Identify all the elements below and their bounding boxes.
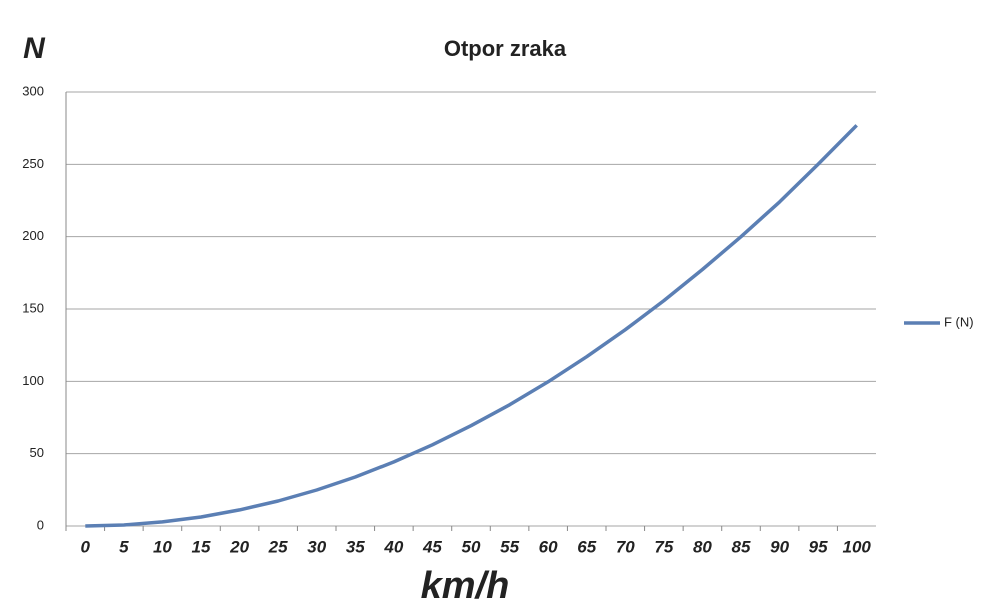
x-tick-label: 30 xyxy=(307,537,326,556)
x-tick-label: 65 xyxy=(577,537,596,556)
y-tick-label: 200 xyxy=(22,228,44,243)
y-tick-label: 250 xyxy=(22,156,44,171)
x-tick-label: 90 xyxy=(770,537,789,556)
x-axis-label: km/h xyxy=(421,565,510,607)
x-tick-label: 5 xyxy=(119,537,129,556)
x-tick-label: 95 xyxy=(809,537,828,556)
x-tick-label: 50 xyxy=(462,537,481,556)
x-tick-label: 60 xyxy=(539,537,558,556)
legend-label: F (N) xyxy=(944,314,974,329)
series-line xyxy=(85,124,858,528)
y-tick-label: 100 xyxy=(22,373,44,388)
x-tick-label: 40 xyxy=(383,537,403,556)
x-tick-label: 10 xyxy=(153,537,172,556)
y-tick-label: 150 xyxy=(22,300,44,315)
x-tick-label: 100 xyxy=(843,537,872,556)
y-axis-label: N xyxy=(23,32,46,65)
x-tick-label: 85 xyxy=(732,537,751,556)
x-tick-label: 45 xyxy=(422,537,442,556)
x-tick-label: 25 xyxy=(268,537,288,556)
y-tick-label: 300 xyxy=(22,83,44,98)
x-tick-label: 35 xyxy=(346,537,365,556)
x-tick-label: 0 xyxy=(81,537,91,556)
x-tick-label: 15 xyxy=(192,537,211,556)
x-tick-label: 70 xyxy=(616,537,635,556)
chart-title: Otpor zraka xyxy=(444,36,567,61)
x-tick-label: 55 xyxy=(500,537,519,556)
x-tick-label: 75 xyxy=(654,537,673,556)
y-tick-label: 0 xyxy=(37,517,44,532)
x-tick-label: 20 xyxy=(229,537,249,556)
x-tick-label: 80 xyxy=(693,537,712,556)
y-tick-label: 50 xyxy=(30,445,44,460)
